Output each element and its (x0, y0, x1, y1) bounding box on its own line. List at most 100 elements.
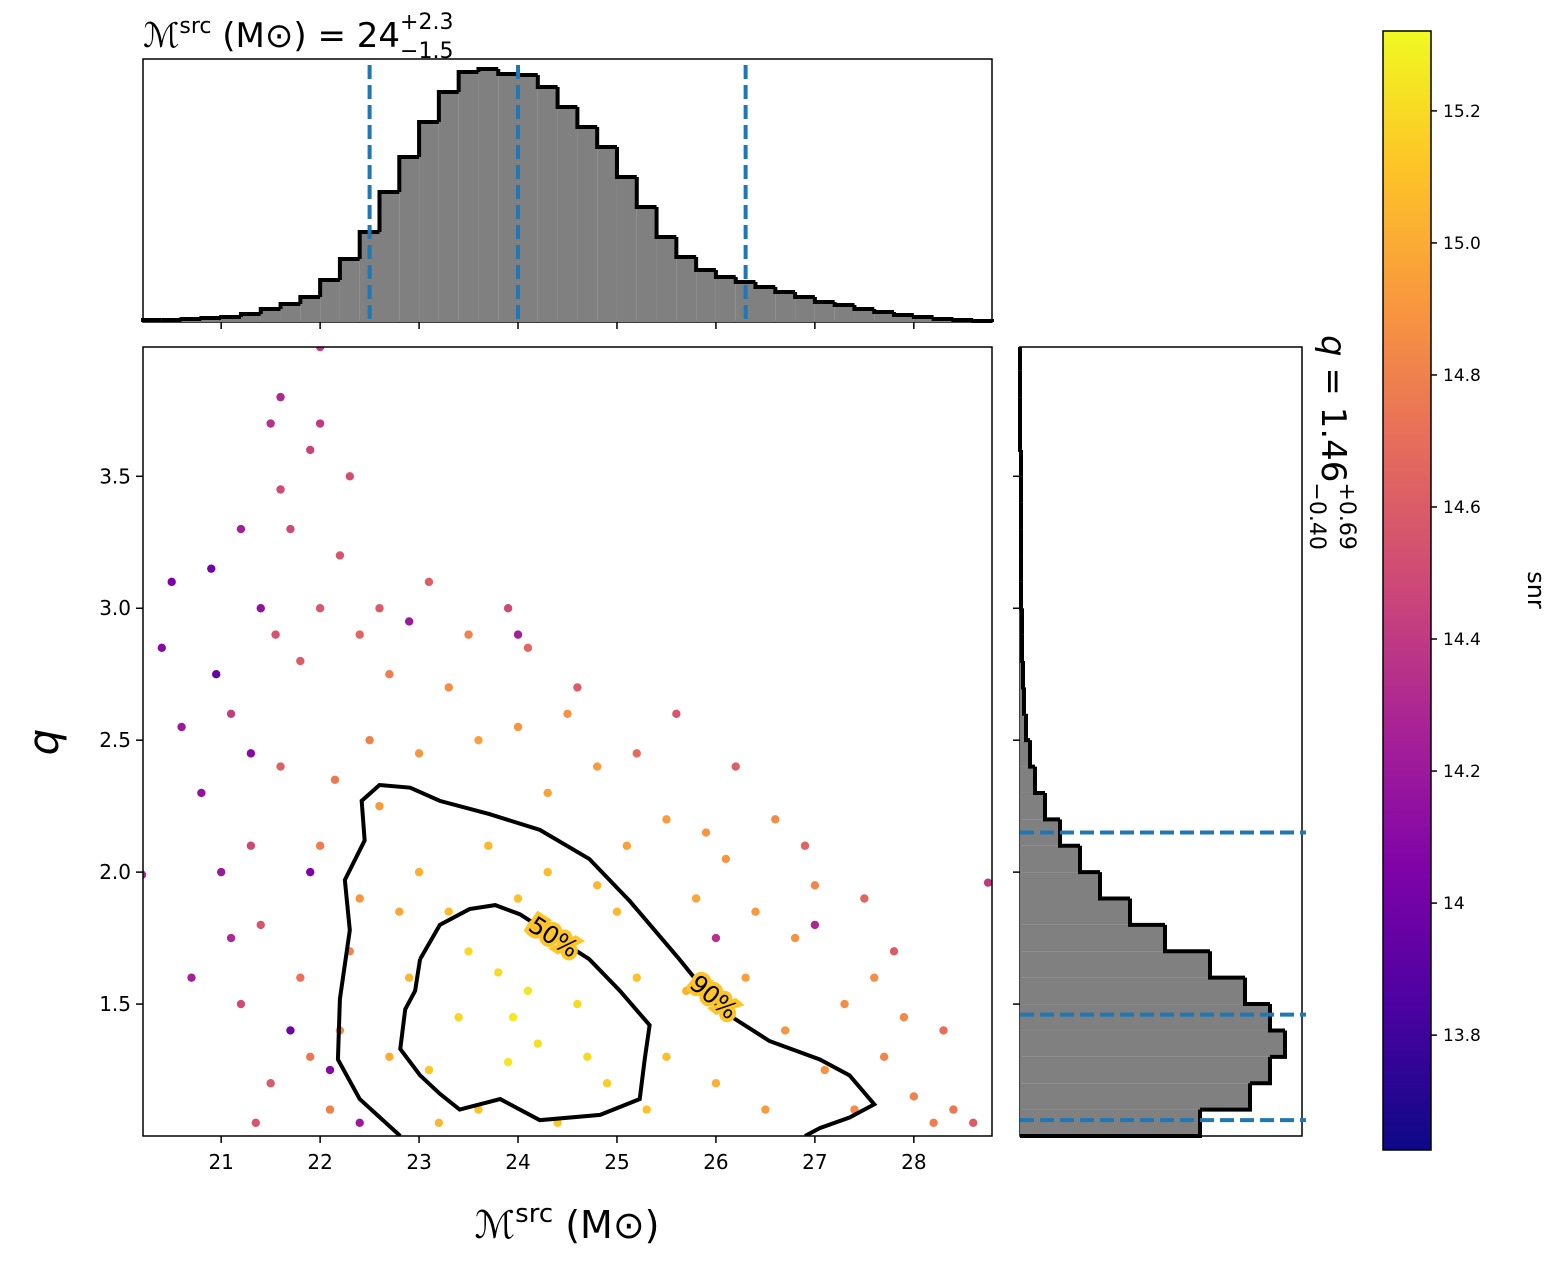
colorbar-label: snr (1522, 571, 1550, 609)
hist-step (476, 67, 499, 72)
hist-step (812, 297, 835, 304)
hist-step (1163, 924, 1210, 954)
hist-bar (1020, 1004, 1270, 1031)
hist-bar (260, 309, 281, 322)
scatter-point (375, 604, 384, 613)
x-tick-label: 27 (802, 1150, 827, 1174)
colorbar-tick-label: 15.2 (1443, 102, 1481, 122)
hist-bar (419, 122, 439, 322)
scatter-point (251, 1118, 261, 1128)
hist-bar (834, 305, 855, 322)
hist-bar (221, 317, 241, 322)
x-tick-label: 23 (406, 1150, 431, 1174)
scatter-point (721, 854, 731, 864)
x-tick-label: 25 (604, 1150, 629, 1174)
hist-step (951, 318, 974, 322)
hist-bar (379, 192, 400, 322)
scatter-point (810, 881, 820, 890)
scatter-point (286, 1026, 295, 1035)
scatter-point (909, 1092, 919, 1101)
xlabel-sup: src (515, 1199, 553, 1229)
hist-step (654, 207, 677, 239)
scatter-point (355, 894, 364, 903)
scatter-point (508, 1013, 518, 1022)
scatter-point (414, 749, 424, 758)
hist-step (1024, 713, 1030, 743)
hist-step (1270, 1030, 1287, 1059)
hist-step (1200, 1083, 1252, 1112)
hist-step (614, 147, 637, 179)
hist-bar (676, 257, 697, 322)
x-tick-label: 24 (505, 1150, 530, 1174)
x-tick-label: 26 (703, 1150, 728, 1174)
scatter-point (464, 947, 473, 956)
top-title: ℳsrc (M⊙) = 24+2.3 (143, 10, 453, 56)
x-tick-label: 28 (901, 1150, 926, 1174)
scatter-point (325, 1065, 335, 1075)
hist-bar (894, 315, 914, 322)
hist-bar (1020, 872, 1100, 899)
scatter-point (780, 1026, 790, 1035)
scatter-point (286, 524, 295, 534)
title-symbol: ℳ (143, 16, 179, 56)
scatter-point (711, 933, 721, 943)
scatter-point (276, 485, 285, 494)
scatter-point (236, 524, 246, 534)
hist-bar (755, 287, 776, 322)
hist-bar (696, 270, 716, 322)
title-sup: src (179, 14, 211, 39)
hist-bar (300, 297, 321, 322)
scatter-point (266, 419, 275, 428)
rtitle-eq: = 1.46 (1313, 357, 1353, 483)
scatter-point (612, 907, 622, 916)
hist-bar (537, 87, 558, 322)
y-tick-label: 1.5 (99, 992, 131, 1016)
hist-step (496, 69, 519, 76)
scatter-point (741, 973, 750, 982)
hist-step (892, 312, 914, 317)
scatter-point (800, 841, 810, 850)
hist-bar (458, 72, 479, 322)
hist-step (1028, 740, 1035, 769)
hist-step (595, 127, 617, 149)
scatter-point (335, 551, 345, 560)
hist-bar (1020, 845, 1080, 873)
scatter-point (375, 801, 384, 811)
xlabel-symbol: ℳ (475, 1203, 516, 1247)
rtitle-minus: −0.40 (1304, 482, 1329, 549)
scatter-point (592, 881, 602, 890)
hist-step (1208, 951, 1245, 980)
scatter-point (513, 722, 523, 732)
colorbar-tick-label: 14.8 (1443, 366, 1481, 386)
x-tick-label: 22 (307, 1150, 332, 1174)
scatter-point (474, 1105, 483, 1114)
x-axis-label: ℳsrc (M⊙) (475, 1199, 660, 1247)
scatter-point (771, 815, 780, 824)
hist-bar (795, 297, 815, 322)
scatter-point (484, 841, 493, 850)
hist-bar (1020, 951, 1210, 978)
scatter-point (207, 564, 216, 573)
hist-step (753, 282, 776, 289)
hist-bar (1020, 740, 1030, 767)
hist-bar (498, 74, 519, 322)
scatter-point (424, 577, 434, 587)
right-title-main: q = 1.46+0.69 (1313, 335, 1359, 550)
title-unit: (M⊙) = 24 (211, 16, 400, 56)
scatter-point (533, 1039, 543, 1048)
hist-step (1243, 977, 1270, 1007)
hist-bar (1020, 713, 1026, 741)
scatter-point (296, 656, 305, 666)
hist-bar (656, 237, 677, 322)
colorbar-tick-label: 15.0 (1443, 234, 1481, 254)
hist-step (1058, 819, 1080, 848)
scatter-point (365, 735, 374, 745)
hist-bar (775, 292, 796, 322)
hist-bar (1020, 924, 1165, 952)
hist-bar (518, 75, 538, 322)
hist-step (931, 317, 954, 321)
hist-step (1250, 1056, 1272, 1086)
hist-step (1019, 581, 1023, 611)
hist-step (397, 155, 420, 192)
